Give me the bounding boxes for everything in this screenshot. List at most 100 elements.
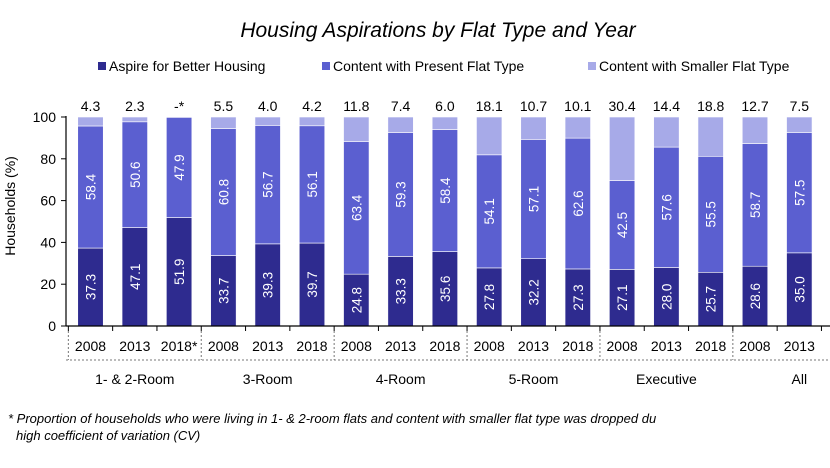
bar-label-content: 63.4 [349, 194, 364, 221]
bar-label-smaller: 18.8 [697, 98, 724, 114]
bar-segment [166, 117, 193, 218]
bar-segment [210, 116, 237, 129]
x-year-label: 2013 [385, 338, 416, 354]
bar-label-content: 58.4 [438, 177, 453, 204]
bar-segment [387, 256, 414, 327]
bar-segment [210, 255, 237, 327]
bar-label-aspire: 35.0 [792, 276, 807, 302]
bar-label-content: 47.9 [172, 154, 187, 180]
bar-segment [697, 155, 724, 273]
bar-segment [343, 273, 370, 327]
bar-label-content: 50.6 [128, 162, 143, 188]
bar-label-smaller: 18.1 [476, 98, 503, 114]
y-tick-label: 40 [40, 234, 56, 250]
bar-segment [298, 242, 326, 327]
bar-segment [520, 116, 547, 140]
bar-segment [741, 143, 769, 267]
bar-label-content: 59.3 [394, 181, 409, 207]
bar-segment [786, 116, 813, 133]
footnote-line-2: high coefficient of variation (CV) [16, 428, 201, 443]
bar-segment [343, 141, 370, 275]
bar-label-aspire: 33.3 [394, 278, 409, 304]
bar-segment [343, 116, 370, 142]
bar-label-content: 55.5 [704, 201, 719, 227]
chart: Housing Aspirations by Flat Type and Yea… [2, 19, 830, 387]
bar-segment [121, 116, 148, 123]
bar-label-smaller: 10.1 [564, 98, 591, 114]
bar-label-content: 57.1 [527, 186, 542, 212]
bar-label-aspire: 25.7 [704, 286, 719, 312]
x-year-label: 2013 [784, 338, 815, 354]
bar-segment [210, 128, 237, 256]
legend-swatch [588, 62, 596, 70]
bar-label-smaller: 30.4 [608, 98, 635, 114]
x-group-label: All [792, 371, 808, 387]
bar-label-content: 58.4 [84, 173, 99, 200]
bar-label-aspire: 27.3 [571, 284, 586, 310]
bar-label-smaller: 6.0 [435, 98, 455, 114]
y-tick-label: 60 [40, 193, 56, 209]
y-tick-label: 80 [40, 151, 56, 167]
bar-label-aspire: 47.1 [128, 264, 143, 290]
bar-segment [476, 116, 503, 156]
bar-segment [431, 251, 458, 327]
bar-segment [476, 154, 503, 269]
x-year-label: 2008 [341, 338, 372, 354]
legend-swatch [98, 62, 106, 70]
bar-segment [121, 121, 148, 228]
bar-segment [298, 116, 326, 127]
bar-label-smaller: 11.8 [343, 98, 369, 114]
legend-label: Content with Smaller Flat Type [599, 58, 790, 74]
x-group-label: 3-Room [243, 371, 293, 387]
bars: 37.3 58.4 4.3 47.1 50.6 2.3 51.9 47.9 -* 33.7 60.8… [77, 98, 813, 327]
bar-label-smaller: 4.0 [258, 98, 278, 114]
y-tick-label: 0 [48, 318, 56, 334]
y-axis-label: Households (%) [2, 156, 18, 256]
x-group-label: 4-Room [376, 371, 426, 387]
bar-segment [121, 227, 148, 327]
x-year-label: 2008 [474, 338, 505, 354]
legend-swatch [322, 62, 330, 70]
bar-label-smaller: 10.7 [520, 98, 547, 114]
bar-segment [254, 125, 281, 245]
bar-label-content: 57.6 [659, 194, 674, 220]
bar-label-content: 56.1 [305, 171, 320, 197]
x-year-label: 2008 [208, 338, 239, 354]
bar-segment [298, 125, 326, 244]
bar-segment [387, 132, 414, 257]
bar-segment [520, 139, 547, 260]
bar-segment [254, 116, 281, 126]
x-year-label: 2018 [695, 338, 726, 354]
legend-label: Content with Present Flat Type [333, 58, 524, 74]
bar-label-aspire: 39.7 [305, 271, 320, 297]
bar-segment [564, 137, 591, 270]
x-year-label: 2008 [75, 338, 106, 354]
x-group-label: Executive [636, 371, 697, 387]
bar-segment [697, 116, 724, 157]
bar-segment [77, 116, 104, 127]
bar-label-smaller: 14.4 [653, 98, 680, 114]
bar-label-aspire: 28.0 [659, 284, 674, 310]
bar-label-smaller: -* [174, 98, 185, 114]
bar-segment [520, 258, 547, 327]
bar-segment [77, 125, 104, 249]
chart-title: Housing Aspirations by Flat Type and Yea… [240, 19, 636, 42]
x-year-label: 2013 [252, 338, 283, 354]
bar-label-smaller: 7.5 [790, 98, 810, 114]
bar-label-content: 56.7 [261, 171, 276, 197]
x-group-label: 5-Room [509, 371, 559, 387]
bar-label-content: 58.7 [748, 192, 763, 218]
bar-label-aspire: 35.6 [438, 276, 453, 302]
bar-segment [431, 129, 458, 252]
bar-label-aspire: 27.8 [482, 284, 497, 310]
x-year-label: 2018* [161, 338, 198, 354]
x-year-label: 2013 [651, 338, 682, 354]
bar-segment [387, 116, 414, 133]
bar-segment [166, 217, 193, 327]
bar-label-smaller: 7.4 [391, 98, 411, 114]
bar-label-smaller: 12.7 [741, 98, 768, 114]
bar-segment [609, 116, 636, 181]
bar-segment [786, 132, 813, 254]
bar-segment [653, 146, 680, 268]
bar-segment [564, 116, 591, 139]
